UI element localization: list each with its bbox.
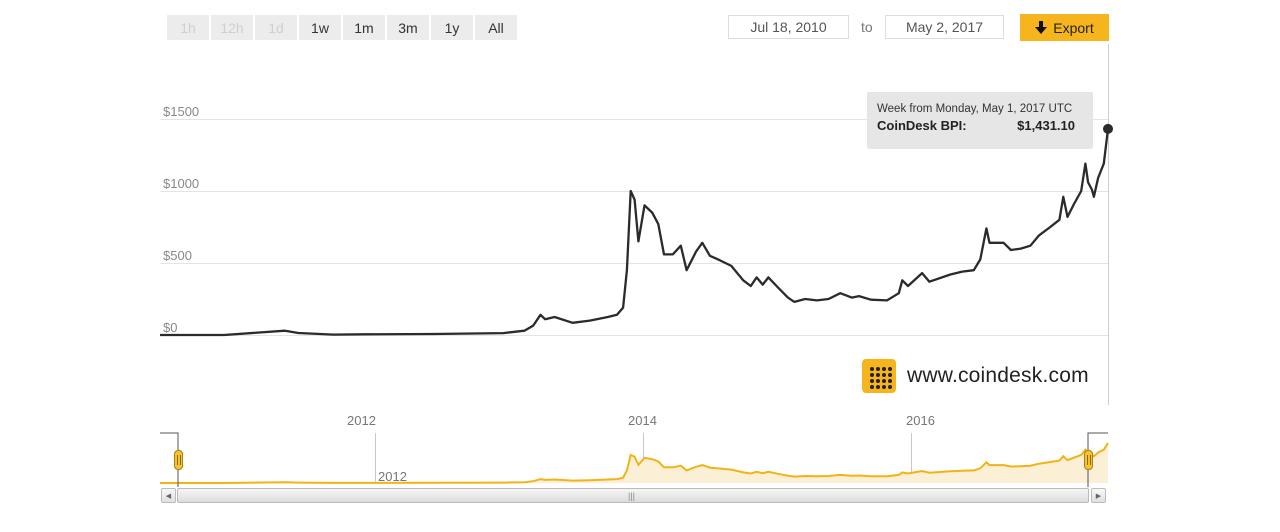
y-tick-1000: $1000 xyxy=(163,176,199,191)
range-button-1y[interactable]: 1y xyxy=(431,15,473,40)
brand-url: www.coindesk.com xyxy=(907,364,1089,387)
y-tick-500: $500 xyxy=(163,248,192,263)
scroll-right-button[interactable]: ▶ xyxy=(1091,488,1106,503)
export-button[interactable]: Export xyxy=(1020,14,1109,41)
coindesk-brand[interactable]: www.coindesk.com xyxy=(862,359,1089,393)
scrollbar-grip-icon[interactable]: ||| xyxy=(628,491,636,501)
tooltip-value: $1,431.10 xyxy=(1017,118,1075,133)
tooltip-series-label: CoinDesk BPI: xyxy=(877,118,967,133)
highlighted-point xyxy=(1103,123,1113,134)
coindesk-logo-icon xyxy=(862,359,896,393)
nav-tick-2012-inner: 2012 xyxy=(378,469,407,484)
navigator-right-handle[interactable] xyxy=(1084,450,1093,470)
to-date-input[interactable] xyxy=(885,15,1004,39)
range-button-1m[interactable]: 1m xyxy=(343,15,385,40)
range-button-1d[interactable]: 1d xyxy=(255,15,297,40)
scroll-left-button[interactable]: ◀ xyxy=(161,488,176,503)
navigator-area xyxy=(160,443,1108,483)
y-gridlines xyxy=(160,119,1108,336)
navigator-scrollbar[interactable]: ||| xyxy=(177,488,1089,503)
price-line xyxy=(160,128,1110,337)
right-arrow-icon: ▶ xyxy=(1095,492,1102,500)
price-tooltip: Week from Monday, May 1, 2017 UTC CoinDe… xyxy=(867,92,1093,149)
range-button-1w[interactable]: 1w xyxy=(299,15,341,40)
navigator[interactable]: 2012 2014 2016 2012 2014 2016 xyxy=(160,413,1109,487)
range-selector: 1h 12h 1d 1w 1m 3m 1y All xyxy=(167,15,517,40)
nav-tick-2016: 2016 xyxy=(906,413,935,428)
tooltip-title: Week from Monday, May 1, 2017 UTC xyxy=(877,103,1073,115)
range-button-1h[interactable]: 1h xyxy=(167,15,209,40)
navigator-left-handle[interactable] xyxy=(174,450,183,470)
down-arrow-icon xyxy=(1035,20,1048,34)
export-label: Export xyxy=(1053,19,1094,36)
navigator-line xyxy=(160,442,1109,484)
nav-tick-2012: 2012 xyxy=(347,413,376,428)
nav-tick-2014: 2014 xyxy=(628,413,657,428)
y-tick-1500: $1500 xyxy=(163,104,199,119)
range-button-3m[interactable]: 3m xyxy=(387,15,429,40)
y-tick-0: $0 xyxy=(163,320,177,335)
from-date-input[interactable] xyxy=(728,15,849,39)
left-arrow-icon: ◀ xyxy=(165,492,172,500)
to-label: to xyxy=(861,19,873,35)
range-button-all[interactable]: All xyxy=(475,15,517,40)
range-button-12h[interactable]: 12h xyxy=(211,15,253,40)
